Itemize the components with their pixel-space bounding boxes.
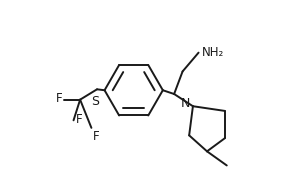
Text: S: S — [91, 95, 99, 108]
Text: F: F — [93, 130, 100, 143]
Text: N: N — [181, 97, 190, 110]
Text: F: F — [75, 113, 82, 126]
Text: F: F — [56, 92, 62, 105]
Text: NH₂: NH₂ — [201, 46, 224, 59]
